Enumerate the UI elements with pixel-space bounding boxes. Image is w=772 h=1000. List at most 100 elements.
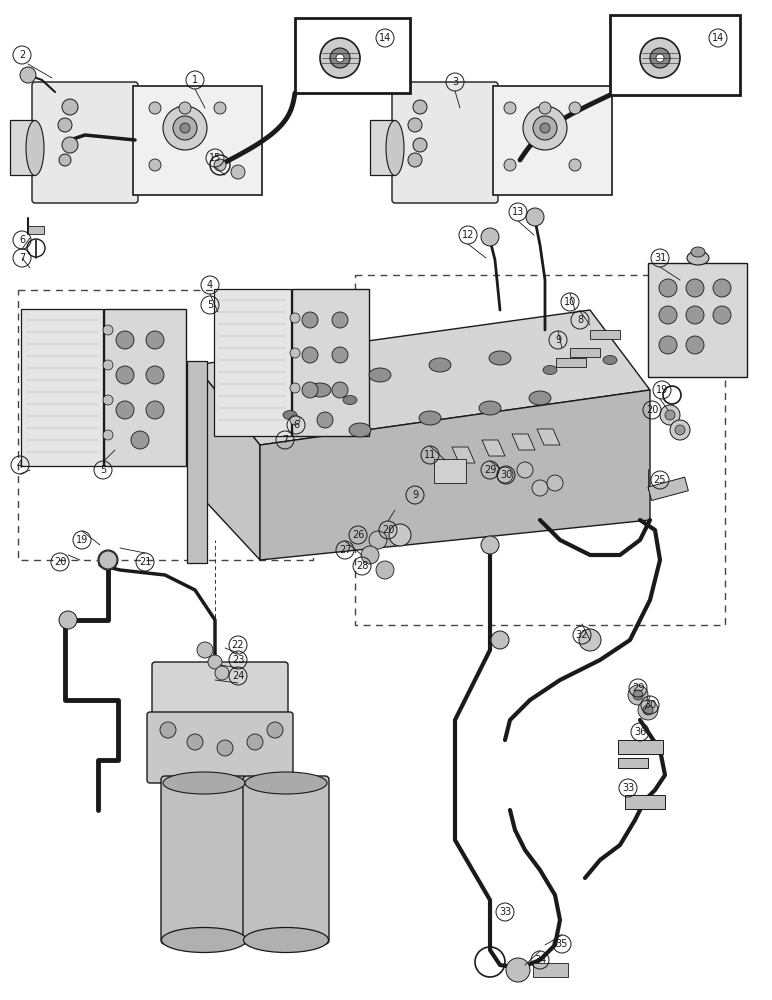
Circle shape [302,347,318,363]
Circle shape [659,336,677,354]
Circle shape [389,524,411,546]
Circle shape [98,550,118,570]
Circle shape [336,54,344,62]
FancyBboxPatch shape [152,662,288,718]
Text: 7: 7 [282,435,288,445]
Circle shape [62,99,78,115]
Text: 28: 28 [356,561,368,571]
Circle shape [628,685,648,705]
Circle shape [675,425,685,435]
Circle shape [532,480,548,496]
Circle shape [290,348,300,358]
Text: 14: 14 [379,33,391,43]
Text: 15: 15 [208,153,222,163]
FancyBboxPatch shape [392,82,498,203]
Circle shape [523,106,567,150]
Circle shape [180,123,190,133]
Polygon shape [195,310,650,445]
Text: 24: 24 [232,671,244,681]
Ellipse shape [489,351,511,365]
Circle shape [59,154,71,166]
Text: 21: 21 [139,557,151,567]
Circle shape [579,629,601,651]
Text: 34: 34 [534,955,546,965]
FancyBboxPatch shape [292,289,369,436]
Circle shape [317,412,333,428]
Polygon shape [452,447,475,463]
Ellipse shape [603,356,617,364]
Ellipse shape [543,365,557,374]
Text: 25: 25 [654,475,666,485]
Circle shape [539,102,551,114]
Bar [556,358,586,367]
Circle shape [267,722,283,738]
Text: 23: 23 [232,655,244,665]
Circle shape [533,116,557,140]
Text: 4: 4 [17,460,23,470]
FancyBboxPatch shape [187,361,207,563]
FancyBboxPatch shape [434,459,466,483]
FancyBboxPatch shape [648,263,747,377]
Circle shape [497,467,513,483]
Bar [625,795,665,809]
Text: 26: 26 [352,530,364,540]
Ellipse shape [283,410,297,420]
Text: 4: 4 [207,280,213,290]
Circle shape [197,642,213,658]
Circle shape [116,366,134,384]
Circle shape [506,958,530,982]
Ellipse shape [529,391,551,405]
Circle shape [656,54,664,62]
Circle shape [62,137,78,153]
Bar [610,15,740,95]
Bar [28,226,44,234]
Circle shape [302,312,318,328]
Circle shape [215,666,229,680]
Circle shape [713,306,731,324]
Polygon shape [10,120,35,175]
FancyBboxPatch shape [243,776,329,944]
FancyBboxPatch shape [32,82,138,203]
Ellipse shape [369,368,391,382]
Polygon shape [195,365,260,560]
Ellipse shape [163,772,245,794]
Circle shape [650,48,670,68]
Text: 8: 8 [577,315,583,325]
Text: 14: 14 [712,33,724,43]
Bar [590,330,620,339]
Text: 1: 1 [192,75,198,85]
Circle shape [320,38,360,78]
Polygon shape [537,429,560,445]
FancyBboxPatch shape [21,309,103,466]
Polygon shape [260,390,650,560]
Circle shape [569,102,581,114]
Bar [570,348,600,357]
Circle shape [116,331,134,349]
Circle shape [659,306,677,324]
Circle shape [332,382,348,398]
Bar [648,477,689,501]
Ellipse shape [243,928,329,952]
Text: 29: 29 [631,683,644,693]
Ellipse shape [687,251,709,265]
Ellipse shape [429,358,451,372]
Circle shape [638,700,658,720]
Circle shape [103,430,113,440]
Ellipse shape [419,411,441,425]
Polygon shape [482,440,505,456]
Text: 20: 20 [646,405,659,415]
Text: 9: 9 [412,490,418,500]
Text: 33: 33 [622,783,634,793]
Circle shape [670,420,690,440]
Circle shape [540,123,550,133]
Circle shape [569,159,581,171]
Ellipse shape [386,120,404,176]
Text: 5: 5 [100,465,106,475]
Circle shape [686,336,704,354]
Circle shape [504,159,516,171]
Text: 31: 31 [654,253,666,263]
FancyBboxPatch shape [493,86,612,195]
Circle shape [149,159,161,171]
Text: 13: 13 [512,207,524,217]
Ellipse shape [161,928,246,952]
